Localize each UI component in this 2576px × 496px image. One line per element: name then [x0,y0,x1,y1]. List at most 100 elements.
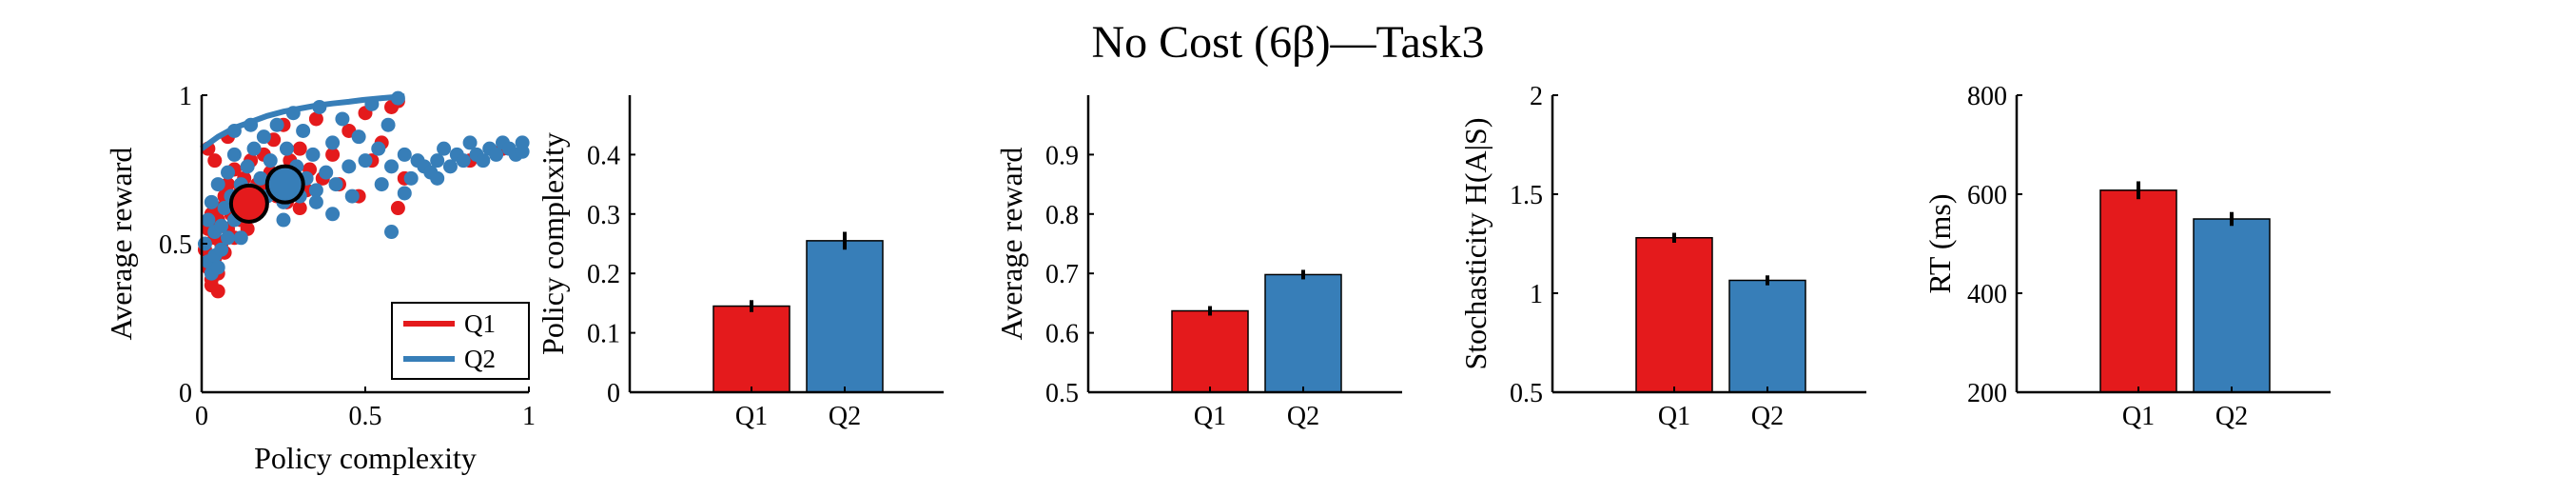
y-tick-label-2-panel-4: 600 [1967,181,2007,210]
scatter-x-tick-label-2: 1 [522,402,536,431]
group-mean-marker-q1 [228,183,269,224]
scatter-point-q2-44 [342,159,357,174]
bar-q2-panel-4 [2193,218,2271,393]
y-tick-label-0-panel-3: 0.5 [1510,379,1543,408]
bar-q1-panel-1 [712,305,790,393]
y-tick-label-3-panel-4: 800 [1967,82,2007,111]
scatter-point-q1-43 [325,147,341,162]
y-tick-label-4-panel-2: 0.9 [1045,141,1079,170]
x-tick-label-q1-panel-2: Q1 [1194,402,1226,431]
scatter-point-q2-41 [325,135,341,150]
scatter-x-tick-label-1: 0.5 [349,402,382,431]
scatter-point-q2-81 [308,194,323,209]
scatter-point-q2-7 [214,218,229,233]
scatter-point-q2-59 [430,153,445,169]
scatter-point-q2-80 [397,186,412,201]
scatter-point-q2-63 [456,153,471,169]
x-tick-label-q1-panel-1: Q1 [735,402,768,431]
group-mean-marker-q2 [264,164,305,205]
scatter-y-tick-label-1: 0.5 [159,230,192,260]
bar-q2-panel-3 [1728,279,1806,393]
scatter-point-q2-23 [256,129,271,145]
bar-panel-3: Q1 Q2 0.5 1 1.5 2 Stochasticity H(A|S) [1458,82,1866,431]
scatter-point-q2-51 [381,117,396,132]
scatter-point-q1-54 [207,153,223,169]
scatter-point-q2-45 [344,188,360,204]
scatter-point-q1-59 [390,201,405,216]
scatter-point-q2-40 [319,165,334,180]
scatter-point-q2-46 [351,129,366,145]
scatter-point-q2-43 [335,111,350,127]
scatter-point-q2-77 [276,212,291,228]
scatter-point-q2-38 [308,183,323,198]
scatter-point-q2-64 [462,135,478,150]
scatter-point-q2-42 [328,177,343,192]
scatter-point-q2-30 [279,141,294,156]
y-tick-label-1-panel-2: 0.6 [1045,320,1079,349]
panels: 0 0.5 1 0 0.5 1 Policy complexity Average rewar… [104,82,2331,475]
scatter-point-q1-14 [221,177,236,192]
scatter-point-q2-60 [437,141,452,156]
scatter-y-tick-label-0: 0 [179,379,192,408]
y-tick-label-1-panel-1: 0.1 [587,320,620,349]
scatter-point-q2-55 [403,170,419,186]
scatter-point-q2-61 [442,159,458,174]
scatter-point-q2-66 [476,153,491,169]
scatter-point-q2-73 [515,144,530,159]
y-tick-label-0-panel-4: 200 [1967,379,2007,408]
scatter-point-q2-75 [210,260,225,275]
scatter-point-q2-37 [305,147,321,162]
scatter-x-tick-label-0: 0 [195,402,208,431]
bar-panel-2: Q1 Q2 0.5 0.6 0.7 0.8 0.9 Average reward [994,95,1402,431]
scatter-point-q1-41 [308,111,323,127]
x-tick-label-q1-panel-3: Q1 [1658,402,1690,431]
scatter-point-q1-56 [210,284,225,299]
legend-label-q2: Q2 [464,345,496,373]
scatter-point-q2-35 [296,123,311,138]
x-tick-label-q1-panel-4: Q1 [2122,402,2155,431]
scatter-point-q2-27 [269,117,284,132]
scatter-point-q2-18 [240,159,255,174]
legend-box [391,302,530,380]
scatter-point-q2-14 [226,147,242,162]
scatter-point-q2-1 [201,212,216,228]
y-axis-label-panel-1: Policy complexity [536,132,570,355]
scatter-y-axis-label: Average reward [104,148,138,341]
scatter-point-q2-54 [397,147,412,162]
scatter-point-q2-6 [210,177,225,192]
y-axis-label-panel-3: Stochasticity H(A|S) [1458,117,1493,369]
y-tick-label-3-panel-1: 0.3 [587,201,620,230]
y-tick-label-1-panel-4: 400 [1967,280,2007,309]
scatter-x-axis-label: Policy complexity [254,441,477,475]
scatter-point-q2-20 [246,141,262,156]
scatter-point-q2-76 [233,230,248,246]
scatter-point-q1-58 [292,201,307,216]
bar-q2-panel-2 [1264,273,1342,393]
y-tick-label-0-panel-1: 0 [607,379,620,408]
y-axis-label-panel-2: Average reward [994,148,1028,341]
scatter-point-q2-9 [217,201,232,216]
x-tick-label-q2-panel-2: Q2 [1287,402,1319,431]
reward-complexity-frontier-curve [200,93,405,151]
scatter-point-q2-3 [204,194,219,209]
scatter-y-tick-label-2: 1 [179,82,192,111]
y-axis-label-panel-4: RT (ms) [1922,193,1957,293]
scatter-point-q2-10 [221,165,236,180]
bar-q1-panel-3 [1635,237,1713,393]
scatter-panel: 0 0.5 1 0 0.5 1 Policy complexity Average rewar… [104,82,536,475]
bar-panel-4: Q1 Q2 200 400 600 800 RT (ms) [1922,82,2331,431]
bar-q1-panel-4 [2099,189,2177,393]
bar-q2-panel-1 [806,240,884,393]
y-tick-label-3-panel-3: 2 [1530,82,1543,111]
x-tick-label-q2-panel-3: Q2 [1751,402,1784,431]
scatter-point-q2-79 [384,225,400,240]
x-tick-label-q2-panel-4: Q2 [2215,402,2248,431]
bar-q1-panel-2 [1171,309,1249,393]
y-tick-label-3-panel-2: 0.8 [1045,201,1079,230]
y-tick-label-4-panel-1: 0.4 [587,141,620,170]
scatter-point-q2-82 [430,170,445,186]
legend-label-q1: Q1 [464,309,496,338]
scatter-point-q2-25 [263,153,278,169]
